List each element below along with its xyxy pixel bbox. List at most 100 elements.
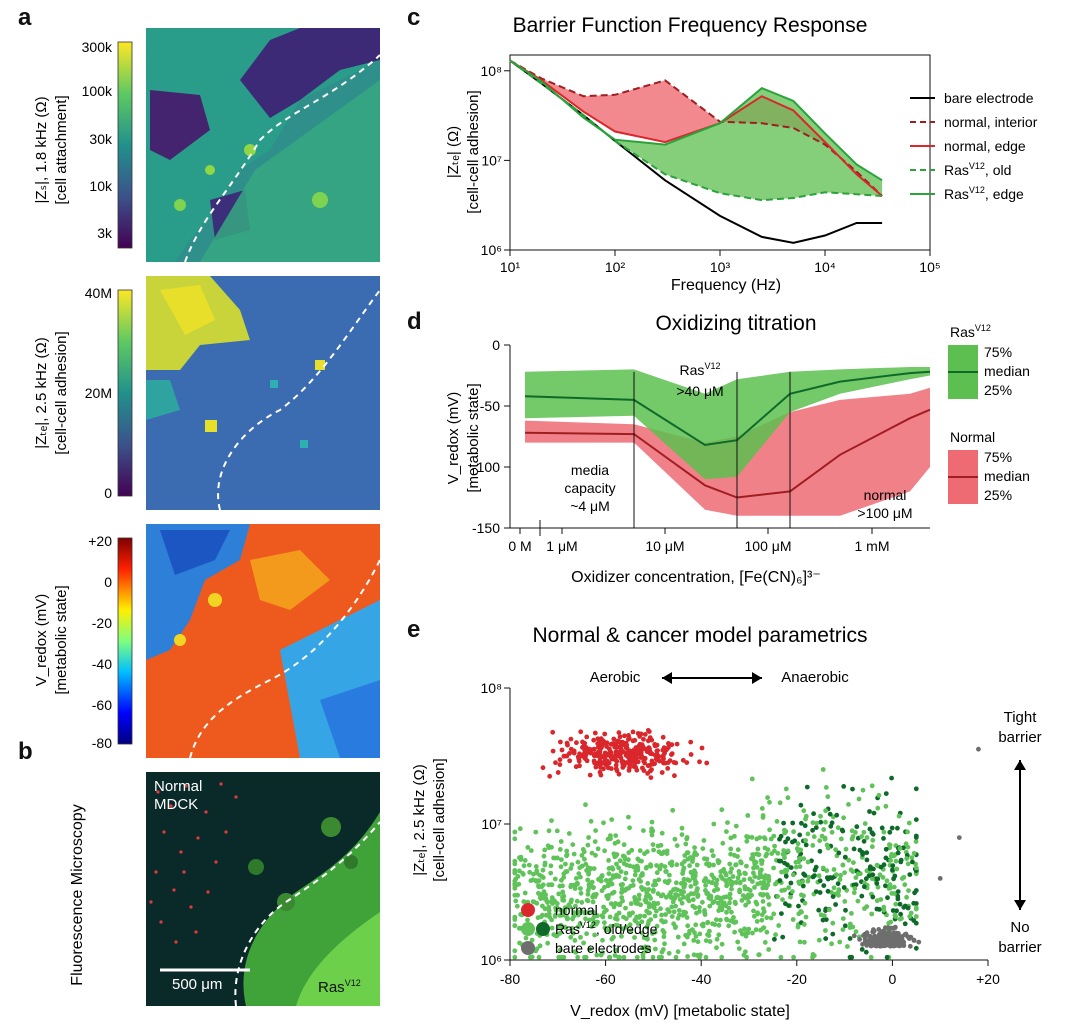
ras-point [800, 883, 806, 889]
heatmap-1-tick: 100k [82, 83, 113, 99]
normal-point [704, 760, 710, 766]
ras-point [775, 850, 781, 856]
heatmap-1-colorbar [117, 41, 133, 249]
ras-point [700, 899, 705, 905]
ras-point [729, 909, 734, 915]
ras-point [687, 855, 693, 860]
ras-point [758, 880, 764, 886]
ras-point [812, 867, 818, 873]
ras-point [777, 878, 783, 883]
ras-point [830, 931, 836, 937]
normal-point [577, 763, 582, 769]
ras-point [622, 876, 628, 882]
bare-point [851, 933, 857, 939]
ras-point [733, 862, 738, 868]
ras-point [823, 908, 828, 913]
ras-point [656, 954, 662, 960]
chart-c-xtick-label: 10⁵ [919, 259, 940, 275]
ras-point [892, 912, 898, 918]
ras-point [663, 912, 668, 917]
ras-point [702, 910, 707, 915]
normal-point [647, 751, 653, 756]
ras-point [772, 843, 777, 849]
normal-point [699, 745, 705, 751]
ras-point [549, 818, 554, 823]
ras-point [697, 931, 703, 937]
normal-point [603, 741, 609, 746]
ras-point [820, 917, 826, 923]
legend-label: bare electrodes [555, 940, 652, 956]
chart-c-ytick-label: 10⁷ [481, 152, 502, 168]
ras-point [875, 876, 881, 882]
ras-point [790, 839, 795, 845]
ras-point [512, 836, 518, 842]
ras-point [875, 805, 881, 811]
ras-point [845, 944, 850, 949]
ras-point [766, 902, 772, 907]
ras-point [752, 874, 758, 879]
ras-point [685, 954, 690, 959]
ras-point [913, 835, 919, 840]
normal-point [582, 756, 588, 761]
ras-point [889, 825, 895, 831]
ras-point [906, 820, 912, 826]
ras-point [724, 916, 729, 922]
ras-point [853, 875, 859, 880]
normal-point [673, 760, 679, 766]
chart-c-ylabel-sub: [cell-cell adhesion] [465, 90, 482, 213]
heatmap-1-tick: 10k [89, 178, 113, 194]
ras-point [724, 909, 729, 915]
ras-point [788, 865, 794, 870]
chart-d-ytick-label: -50 [480, 398, 500, 414]
ras-point [736, 946, 742, 951]
legend-group-title: Normal [950, 429, 995, 445]
annotation-media-capacity: capacity [564, 480, 615, 496]
ras-point [761, 835, 767, 840]
ras-point [681, 941, 687, 947]
ras-point [743, 933, 749, 939]
normal-point [674, 741, 680, 747]
normal-point [626, 768, 632, 773]
ras-point [772, 848, 777, 854]
ras-point [811, 953, 817, 958]
ras-point [612, 840, 618, 846]
ras-point [791, 829, 796, 835]
ras-point [569, 925, 575, 931]
heatmap-3-tick: 0 [104, 574, 112, 590]
ras-point [796, 903, 801, 909]
chart-e-xtick-label: -20 [787, 971, 807, 987]
ras-point [542, 906, 548, 912]
chart-e-xtick-label: 0 [889, 971, 897, 987]
bare-point [893, 930, 899, 936]
ras-point [650, 954, 656, 960]
ras-point [644, 908, 650, 914]
heatmap-2-tick: 0 [104, 485, 112, 501]
ras-point [635, 856, 641, 862]
ras-point [568, 899, 574, 905]
ras-point [790, 917, 796, 922]
bare-point [885, 940, 890, 946]
arrowhead-up [1014, 760, 1026, 770]
ras-point [685, 877, 690, 883]
ras-median-line [524, 370, 931, 447]
panel-a-label: a [18, 4, 32, 31]
panel-e-label: e [407, 616, 421, 643]
ras-point [837, 877, 843, 882]
ras-point [749, 856, 754, 862]
ras-point [706, 933, 712, 938]
ras-point [795, 924, 801, 930]
ras-point [575, 859, 581, 865]
ras-point [707, 939, 713, 944]
ras-point [744, 954, 749, 960]
normal-band [510, 60, 883, 196]
ras-point [842, 870, 847, 876]
ras-point [716, 908, 722, 913]
ras-point [719, 941, 725, 947]
ras-point [869, 783, 875, 789]
ras-point [640, 954, 646, 960]
ras-point [842, 899, 848, 904]
ras-point [703, 883, 708, 888]
ras-point [653, 882, 659, 887]
ras-point [522, 858, 528, 863]
ras-point [628, 901, 634, 907]
